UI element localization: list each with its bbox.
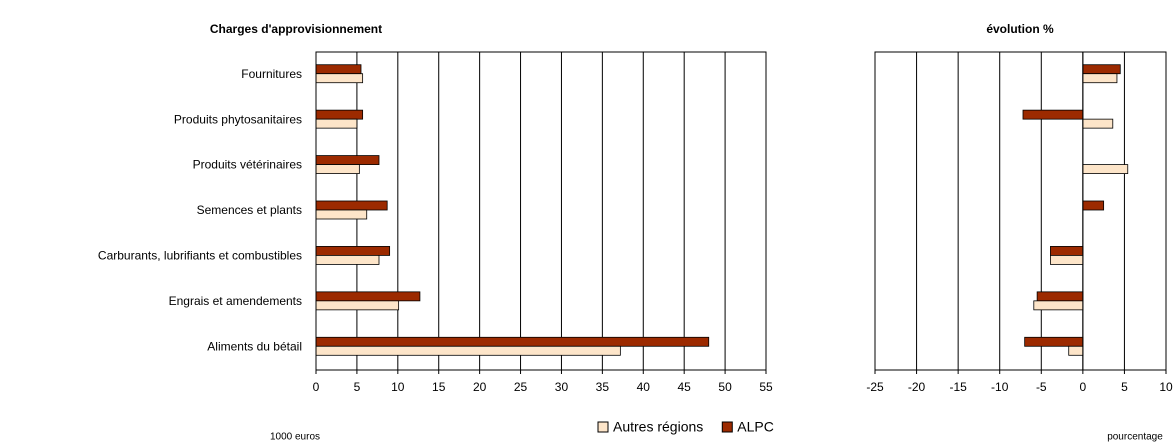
chart-title: Charges d'approvisionnement bbox=[210, 22, 382, 36]
x-tick-label: -20 bbox=[908, 380, 926, 394]
x-tick-label: 40 bbox=[637, 380, 651, 394]
plot-area bbox=[874, 51, 1167, 371]
legend-label: ALPC bbox=[737, 419, 774, 435]
bar bbox=[1022, 109, 1084, 120]
x-tick-label: 0 bbox=[313, 380, 320, 394]
bar bbox=[315, 64, 362, 75]
bar bbox=[315, 291, 421, 302]
x-tick-label: -10 bbox=[991, 380, 1009, 394]
y-tick-label: Fournitures bbox=[241, 67, 302, 81]
bar bbox=[315, 246, 391, 256]
bar bbox=[315, 336, 710, 347]
x-tick-label: 10 bbox=[391, 380, 405, 394]
bar bbox=[1033, 300, 1084, 311]
x-tick-label: 25 bbox=[514, 380, 528, 394]
x-tick-label: -15 bbox=[949, 380, 967, 394]
y-tick-label: Produits phytosanitaires bbox=[174, 112, 302, 126]
x-tick-label: 10 bbox=[1159, 380, 1173, 394]
bar bbox=[315, 155, 380, 165]
x-tick-label: 20 bbox=[473, 380, 487, 394]
bar bbox=[315, 118, 358, 129]
bar bbox=[1050, 255, 1084, 265]
x-tick-label: 35 bbox=[596, 380, 610, 394]
plot-area bbox=[315, 51, 767, 371]
chart-title: évolution % bbox=[986, 22, 1054, 36]
bar bbox=[1082, 73, 1118, 84]
bar bbox=[1082, 64, 1121, 75]
bar bbox=[1050, 246, 1084, 256]
bar bbox=[1036, 291, 1084, 302]
bar bbox=[315, 209, 368, 220]
x-tick-label: 45 bbox=[678, 380, 692, 394]
bar bbox=[1024, 336, 1084, 347]
y-tick-label: Aliments du bétail bbox=[207, 339, 302, 353]
bar bbox=[315, 73, 364, 84]
x-tick-label: 5 bbox=[1121, 380, 1128, 394]
y-tick-label: Carburants, lubrifiants et combustibles bbox=[98, 249, 302, 263]
x-tick-label: 0 bbox=[1080, 380, 1087, 394]
x-tick-label: 55 bbox=[759, 380, 773, 394]
x-tick-label: 5 bbox=[354, 380, 361, 394]
bar bbox=[315, 300, 400, 311]
x-axis-label: 1000 euros bbox=[270, 432, 320, 443]
bar bbox=[1082, 200, 1105, 211]
y-tick-label: Engrais et amendements bbox=[169, 294, 302, 308]
bar bbox=[315, 200, 388, 211]
y-tick-label: Produits vétérinaires bbox=[193, 158, 302, 172]
bar bbox=[315, 345, 621, 356]
x-tick-label: 50 bbox=[718, 380, 732, 394]
bar bbox=[315, 255, 380, 265]
legend-swatch bbox=[721, 421, 733, 433]
bar bbox=[1068, 345, 1084, 356]
x-tick-label: -25 bbox=[866, 380, 884, 394]
x-axis-label: pourcentage bbox=[1107, 432, 1163, 443]
legend-label: Autres régions bbox=[613, 419, 703, 435]
bar bbox=[1082, 164, 1129, 174]
bar bbox=[1082, 118, 1114, 129]
x-tick-label: 30 bbox=[555, 380, 569, 394]
bar bbox=[315, 109, 364, 120]
x-tick-label: 15 bbox=[432, 380, 446, 394]
legend-swatch bbox=[597, 421, 609, 433]
x-tick-label: -5 bbox=[1036, 380, 1047, 394]
y-tick-label: Semences et plants bbox=[197, 203, 302, 217]
bar bbox=[315, 164, 360, 174]
